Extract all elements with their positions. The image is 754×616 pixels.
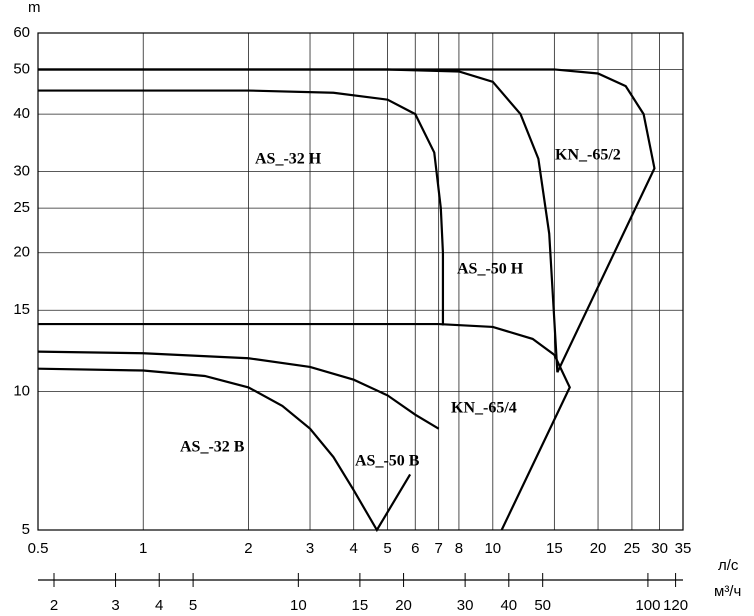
x-tick-label: 35 [675,540,692,557]
y-axis-label: m [28,0,41,16]
x2-tick-label: 5 [189,597,197,614]
x2-tick-label: 2 [50,597,58,614]
x-tick-label: 10 [484,540,501,557]
y-tick-label: 30 [13,163,30,180]
curve [37,350,440,430]
curve [38,68,656,373]
x-tick-label: 8 [455,540,463,557]
y-tick-label: 20 [13,244,30,261]
x-tick-label: 20 [590,540,607,557]
y-tick-label: 60 [13,24,30,41]
y-tick-label: 25 [13,199,30,216]
y-tick-label: 5 [22,521,30,538]
x-tick-label: 2 [244,540,252,557]
x-tick-label: 0.5 [28,540,49,557]
curve-label: KN_-65/2 [555,147,621,164]
y-tick-label: 40 [13,105,30,122]
curve-label: AS_-50 H [457,261,524,278]
x2-tick-label: 10 [290,597,307,614]
x-tick-label: 30 [651,540,668,557]
x2-tick-label: 50 [534,597,551,614]
y-tick-label: 15 [13,301,30,318]
x2-tick-label: 120 [663,597,688,614]
x-tick-label: 25 [624,540,641,557]
x2-tick-label: 3 [111,597,119,614]
x2-tick-label: 40 [500,597,517,614]
curve [38,322,571,531]
plot-border [37,32,684,531]
curve-label: KN_-65/4 [451,400,517,417]
x-tick-label: 1 [139,540,147,557]
x2-tick-label: 20 [395,597,412,614]
y-tick-label: 50 [13,60,30,77]
x-tick-label: 5 [383,540,391,557]
curve [38,89,445,326]
x2-tick-label: 4 [155,597,163,614]
x-tick-label: 6 [411,540,419,557]
curve-label: AS_-50 B [355,453,420,470]
y-tick-label: 10 [13,382,30,399]
x2-tick-label: 30 [457,597,474,614]
x-tick-label: 3 [306,540,314,557]
x-tick-label: 4 [350,540,358,557]
x2-tick-label: 15 [352,597,369,614]
curve [37,367,412,533]
curve-label: AS_-32 H [255,151,322,168]
x-axis-label: л/с [718,557,739,574]
curve-label: AS_-32 B [180,439,245,456]
x2-axis-label: м³/ч [714,583,741,600]
x-tick-label: 15 [546,540,563,557]
x2-tick-label: 100 [635,597,660,614]
x-tick-label: 7 [434,540,442,557]
